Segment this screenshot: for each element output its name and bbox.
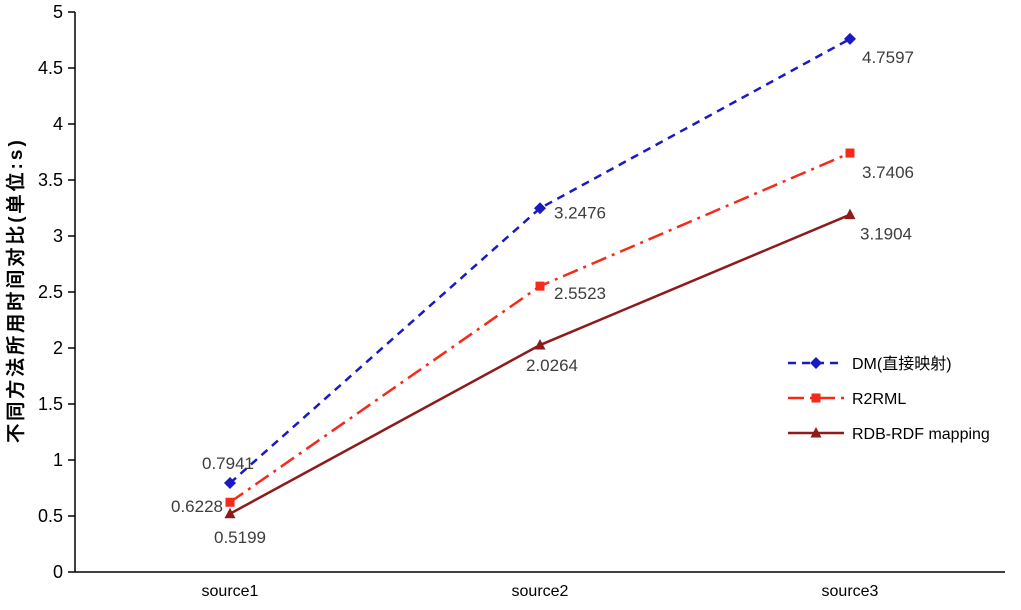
y-tick-label: 3: [53, 226, 63, 246]
triangle-marker-icon: [534, 339, 546, 350]
chart-canvas: 0 0.5 1 1.5 2 2.5 3 3.5 4 4.5 5 source1 source2 sourc…: [38, 2, 1005, 600]
y-axis-title: 不同方法所用时间对比(单位:s): [4, 137, 27, 443]
data-label: 2.0264: [526, 356, 578, 375]
y-tick-label: 2.5: [38, 282, 63, 302]
data-label: 0.7941: [202, 454, 254, 473]
y-tick-label: 0: [53, 562, 63, 582]
legend-label: DM(直接映射): [852, 355, 952, 373]
diamond-marker-icon: [810, 357, 822, 369]
y-tick-label: 0.5: [38, 506, 63, 526]
y-tick-label: 4: [53, 114, 63, 134]
data-label: 0.6228: [171, 497, 223, 516]
data-label: 3.7406: [862, 163, 914, 182]
square-marker-icon: [845, 148, 855, 158]
triangle-marker-icon: [810, 427, 822, 438]
data-label: 2.5523: [554, 284, 606, 303]
data-label: 3.2476: [554, 203, 606, 222]
y-tick-label: 2: [53, 338, 63, 358]
square-marker-icon: [225, 497, 235, 507]
diamond-marker-icon: [224, 477, 236, 490]
y-tick-label: 4.5: [38, 58, 63, 78]
legend-label: R2RML: [852, 391, 906, 408]
y-tick-label: 1.5: [38, 394, 63, 414]
y-tick-label: 3.5: [38, 170, 63, 190]
data-label: 4.7597: [862, 48, 914, 67]
x-category-label: source2: [512, 583, 569, 600]
data-label: 3.1904: [860, 225, 912, 244]
data-label: 0.5199: [214, 528, 266, 547]
square-marker-icon: [811, 393, 821, 403]
y-tick-label: 1: [53, 450, 63, 470]
series-line: [229, 37, 851, 484]
square-marker-icon: [535, 281, 545, 291]
y-tick-label: 5: [53, 2, 63, 22]
triangle-marker-icon: [844, 208, 856, 220]
diamond-marker-icon: [534, 202, 546, 215]
diamond-marker-icon: [844, 32, 856, 45]
x-category-label: source3: [822, 583, 879, 600]
triangle-marker-icon: [224, 507, 236, 519]
x-category-label: source1: [202, 583, 259, 600]
legend-label: RDB-RDF mapping: [852, 426, 990, 443]
